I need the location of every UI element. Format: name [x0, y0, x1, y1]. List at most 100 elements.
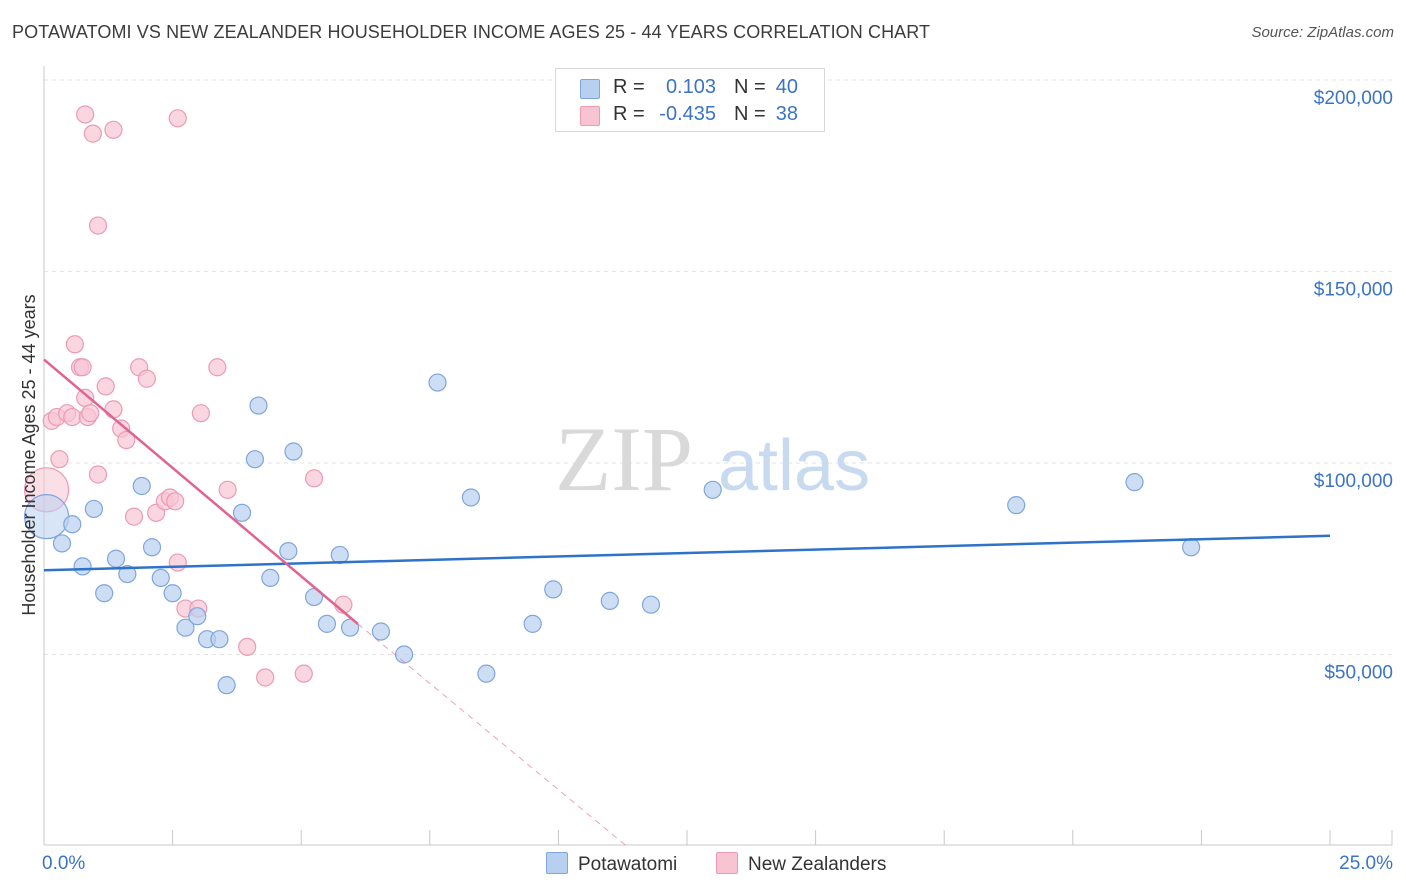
data-point: [210, 630, 229, 649]
data-point: [118, 564, 137, 584]
y-axis-label: Householder Income Ages 25 - 44 years: [19, 294, 39, 615]
data-point: [50, 450, 69, 469]
legend-item-potawatomi[interactable]: Potawatomi: [546, 852, 677, 876]
source-credit: Source: ZipAtlas.com: [1251, 24, 1394, 41]
data-point: [284, 442, 303, 461]
legend-label: Potawatomi: [578, 854, 678, 875]
data-point: [52, 534, 72, 553]
data-point: [294, 664, 313, 683]
y-tick-label: $100,000: [1314, 471, 1393, 492]
data-point: [245, 450, 265, 469]
axes: [43, 66, 1393, 846]
data-point: [232, 503, 252, 522]
data-point: [76, 105, 95, 124]
data-point: [256, 668, 275, 687]
data-point: [304, 469, 324, 488]
watermark: ZIP atlas: [555, 408, 870, 510]
data-point: [1125, 473, 1144, 492]
n-value: 38: [775, 103, 798, 125]
data-point: [340, 618, 360, 637]
x-tick-label: 0.0%: [42, 853, 85, 874]
data-point: [104, 120, 123, 139]
chart-title: POTAWATOMI VS NEW ZEALANDER HOUSEHOLDER …: [12, 22, 931, 42]
grid-lines: [44, 79, 1392, 655]
y-tick-label: $50,000: [1324, 663, 1393, 684]
r-value: 0.103: [665, 76, 716, 98]
potawatomi-swatch: [580, 79, 600, 99]
new-zealanders-trend-extension: [357, 623, 626, 846]
potawatomi-points: [23, 373, 1201, 695]
data-point: [461, 488, 481, 507]
data-point: [371, 622, 391, 641]
data-point: [600, 591, 619, 610]
series-legend: Potawatomi New Zealanders: [0, 852, 1406, 878]
r-value: -0.435: [659, 103, 716, 125]
data-point: [1007, 496, 1026, 515]
x-tick-label: 25.0%: [1339, 853, 1393, 874]
r-label: R =: [613, 103, 645, 125]
data-point: [132, 476, 151, 496]
stats-row-potawatomi: R = 0.103 N = 40: [556, 73, 824, 101]
new-zealanders-swatch: [580, 106, 600, 126]
data-point: [84, 499, 103, 519]
data-point: [73, 557, 92, 576]
watermark-zip: ZIP: [555, 408, 693, 510]
r-label: R =: [613, 76, 645, 98]
trend-lines: [43, 358, 1331, 846]
n-label: N =: [734, 76, 766, 98]
data-point: [238, 637, 257, 656]
data-point: [544, 580, 563, 599]
data-point: [117, 430, 136, 450]
data-point: [523, 614, 542, 633]
data-point: [88, 465, 108, 484]
data-point: [168, 553, 187, 572]
data-point: [191, 404, 210, 423]
data-point: [394, 645, 414, 664]
data-point: [176, 618, 195, 637]
data-point: [104, 400, 123, 419]
new-zealanders-trend-line: [43, 358, 359, 625]
data-point: [137, 369, 156, 388]
data-point: [218, 480, 237, 499]
data-point: [166, 492, 185, 511]
data-point: [88, 216, 108, 235]
data-point: [163, 584, 182, 603]
data-point: [65, 335, 84, 354]
watermark-atlas: atlas: [718, 426, 870, 506]
data-point: [142, 538, 162, 557]
legend-item-new-zealanders[interactable]: New Zealanders: [716, 852, 886, 876]
data-point: [63, 407, 82, 427]
n-label: N =: [734, 103, 766, 125]
data-point: [73, 358, 92, 377]
data-point: [279, 541, 298, 561]
potawatomi-legend-swatch: [546, 852, 568, 874]
data-point: [208, 358, 227, 377]
new-zealanders-points: [23, 105, 353, 687]
y-tick-label: $150,000: [1314, 280, 1393, 301]
data-point: [261, 568, 280, 588]
y-tick-label: $200,000: [1314, 88, 1393, 109]
potawatomi-trend-line: [43, 534, 1331, 572]
data-point: [63, 515, 82, 534]
axis-labels: $50,000 $100,000 $150,000 $200,000 0.0% 25.0%…: [19, 88, 1393, 874]
data-point: [1182, 538, 1201, 557]
data-point: [151, 568, 170, 588]
data-point: [249, 396, 268, 415]
data-point: [168, 109, 187, 128]
data-point: [641, 595, 661, 614]
data-point: [83, 124, 102, 143]
stats-row-new-zealanders: R = -0.435 N = 38: [556, 100, 824, 128]
data-point: [124, 507, 144, 526]
stats-legend: R = 0.103 N = 40 R = -0.435 N = 38: [555, 68, 825, 132]
new-zealanders-legend-swatch: [716, 852, 738, 874]
data-point: [96, 377, 115, 396]
data-point: [217, 676, 236, 695]
data-point: [188, 607, 207, 626]
data-point: [81, 404, 100, 423]
n-value: 40: [775, 76, 798, 98]
data-point: [703, 480, 722, 499]
data-point: [317, 614, 337, 633]
data-point: [106, 549, 126, 568]
data-point: [95, 584, 114, 603]
